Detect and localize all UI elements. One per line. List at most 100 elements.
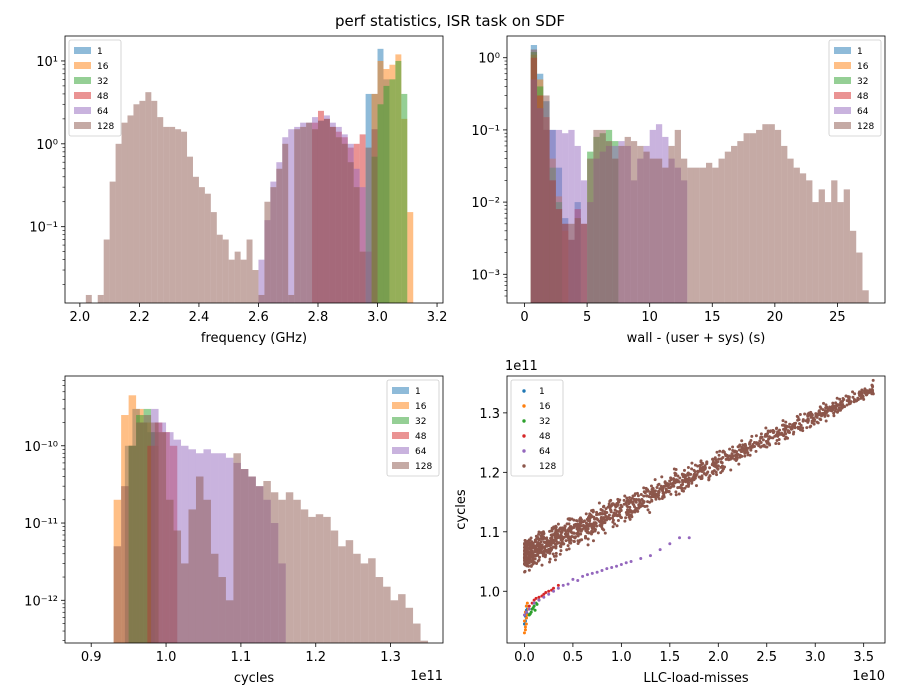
point-scatter-series-128-1119 [554, 544, 558, 548]
point-scatter-series-128-557 [729, 468, 733, 472]
point-scatter-series-128-1338 [735, 452, 739, 456]
bar-cycles-series-128-bin-36 [383, 586, 391, 643]
bar-wall-series-128-bin-41 [787, 158, 794, 303]
point-scatter-series-128-715 [708, 466, 712, 470]
point-scatter-series-16-0 [522, 631, 526, 635]
point-scatter-series-128-1350 [826, 414, 830, 418]
point-scatter-series-128-805 [609, 498, 613, 502]
point-scatter-series-128-1267 [522, 559, 526, 563]
x-tick-label: 20 [767, 310, 784, 325]
point-scatter-series-128-1283 [680, 486, 684, 490]
point-scatter-series-128-69 [832, 414, 836, 418]
point-scatter-series-128-1325 [779, 432, 783, 436]
point-scatter-series-128-718 [788, 422, 792, 426]
point-scatter-series-128-855 [566, 544, 570, 548]
point-scatter-series-48-1 [532, 598, 536, 602]
point-scatter-series-128-1196 [628, 513, 632, 517]
point-scatter-series-128-1066 [786, 436, 790, 440]
point-scatter-series-128-823 [716, 460, 720, 464]
bar-cycles-series-128-bin-15 [225, 600, 234, 643]
x-axis-label: frequency (GHz) [201, 331, 307, 346]
point-scatter-series-64-19 [678, 536, 682, 540]
bar-freq-series-128-bin-28 [252, 270, 259, 303]
point-scatter-series-48-3 [542, 592, 546, 596]
point-scatter-series-64-18 [668, 542, 672, 546]
point-scatter-series-128-1395 [854, 399, 858, 403]
legend-entry-128: 128 [415, 462, 432, 472]
point-scatter-series-48-11 [556, 583, 560, 587]
point-scatter-series-64-7 [561, 583, 565, 587]
point-scatter-series-128-1194 [564, 530, 568, 534]
point-scatter-series-128-925 [751, 442, 755, 446]
point-scatter-series-128-1305 [667, 483, 671, 487]
bar-wall-series-128-bin-26 [693, 167, 700, 303]
point-scatter-series-128-949 [781, 419, 785, 423]
point-scatter-series-128-1171 [534, 544, 538, 548]
bar-freq-series-128-bin-4 [109, 181, 116, 303]
point-scatter-series-128-502 [642, 490, 646, 494]
point-scatter-series-128-1278 [559, 527, 563, 531]
bar-cycles-series-128-bin-27 [315, 514, 324, 643]
point-scatter-series-128-1134 [560, 535, 564, 539]
point-scatter-series-128-1343 [529, 547, 533, 551]
point-scatter-series-128-1337 [822, 411, 826, 415]
point-scatter-series-128-1085 [757, 442, 761, 446]
bar-cycles-series-128-bin-39 [405, 607, 414, 643]
point-scatter-series-128-576 [674, 490, 678, 494]
point-scatter-series-128-1332 [713, 464, 717, 468]
point-scatter-series-128-1276 [584, 529, 588, 533]
point-scatter-series-128-1261 [843, 405, 847, 409]
x-tick-label: 2.4 [189, 310, 210, 325]
point-scatter-series-128-1213 [806, 417, 810, 421]
point-scatter-series-128-1083 [727, 457, 731, 461]
point-scatter-series-64-20 [687, 536, 691, 540]
point-scatter-series-128-1253 [663, 480, 667, 484]
bar-wall-series-128-bin-5 [562, 223, 569, 303]
bar-wall-series-128-bin-20 [655, 158, 663, 303]
point-scatter-series-128-1386 [572, 531, 576, 535]
point-scatter-series-128-721 [777, 442, 781, 446]
bar-freq-series-128-bin-21 [210, 212, 217, 303]
bar-cycles-series-128-bin-40 [413, 623, 421, 643]
point-scatter-series-128-1245 [531, 557, 535, 561]
point-scatter-series-128-1243 [523, 562, 527, 566]
point-scatter-series-128-1271 [552, 554, 556, 558]
point-scatter-series-128-1377 [523, 555, 527, 559]
point-scatter-series-128-1287 [527, 551, 531, 555]
point-scatter-series-128-767 [783, 437, 787, 441]
x-tick-label: 3.0 [367, 310, 388, 325]
point-scatter-series-128-1199 [824, 411, 828, 415]
point-scatter-series-128-1187 [832, 404, 836, 408]
legend-swatch-48 [74, 92, 91, 99]
bar-wall-series-128-bin-38 [768, 124, 775, 303]
point-scatter-series-128-92 [845, 399, 849, 403]
bar-cycles-series-64-bin-10 [225, 457, 234, 643]
bar-cycles-series-128-bin-14 [218, 577, 226, 643]
point-scatter-series-128-1026 [766, 429, 770, 433]
bar-freq-series-32-bin-5 [401, 93, 408, 303]
point-scatter-series-128-1315 [539, 543, 543, 547]
bar-freq-series-128-bin-36 [300, 126, 307, 303]
bar-wall-series-128-bin-53 [862, 290, 869, 303]
point-scatter-series-128-962 [611, 514, 615, 518]
point-scatter-series-128-1363 [790, 424, 794, 428]
point-scatter-series-128-1008 [540, 546, 544, 550]
point-scatter-series-128-940 [657, 491, 661, 495]
point-scatter-series-64-2 [527, 607, 531, 611]
point-scatter-series-128-665 [844, 394, 848, 398]
point-scatter-series-128-1294 [696, 470, 700, 474]
point-scatter-series-128-522 [730, 452, 734, 456]
point-scatter-series-128-154 [676, 474, 680, 478]
point-scatter-series-128-1265 [862, 389, 866, 393]
point-scatter-series-128-1039 [808, 425, 812, 429]
point-scatter-series-128-439 [586, 543, 590, 547]
bar-wall-series-128-bin-10 [593, 129, 600, 303]
bar-cycles-series-128-bin-23 [285, 492, 294, 643]
bar-freq-series-128-bin-8 [133, 104, 140, 303]
point-scatter-series-128-641 [796, 415, 800, 419]
x-tick-label: 2.0 [70, 310, 91, 325]
point-scatter-series-128-454 [559, 549, 563, 553]
point-scatter-series-128-1099 [645, 494, 649, 498]
x-tick-label: 2.2 [129, 310, 150, 325]
point-scatter-series-128-1185 [541, 537, 545, 541]
